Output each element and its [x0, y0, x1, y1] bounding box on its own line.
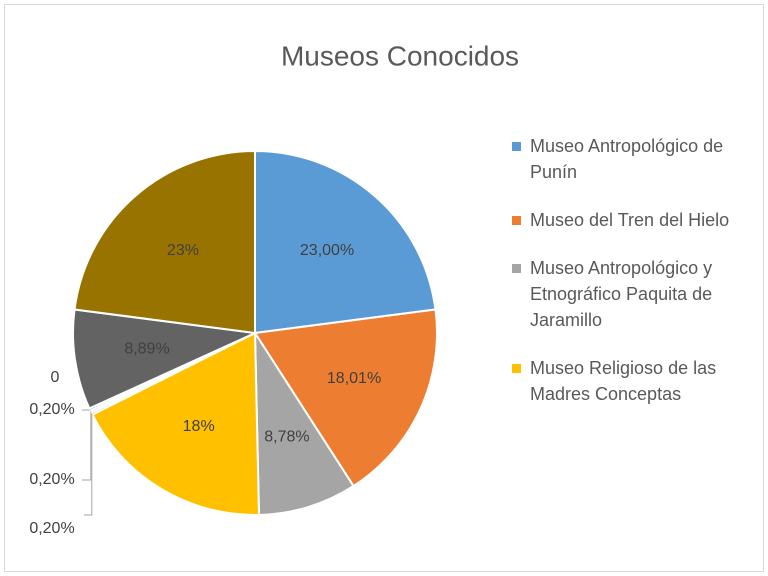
pie-slice: [253, 308, 438, 488]
legend-label: Museo Antropológico de Punín: [530, 136, 724, 182]
legend-label: Museo Antropológico y Etnográfico Paquit…: [530, 258, 713, 330]
legend-swatch: [512, 216, 521, 225]
legend-swatch: [512, 142, 521, 151]
data-label: 0,20%: [29, 520, 74, 537]
pie-slice: [72, 308, 259, 410]
legend-label: Museo Religioso de las Madres Conceptas: [530, 358, 717, 404]
data-label: 23%: [167, 242, 199, 259]
data-label: 0,20%: [29, 471, 74, 488]
leader-line: [82, 411, 92, 481]
legend: Museo Antropológico de Punín Museo del Tr…: [512, 133, 747, 429]
data-label: 0,20%: [29, 401, 74, 418]
legend-item: Museo Antropológico de Punín: [512, 133, 747, 185]
pie-slice: [254, 149, 437, 335]
legend-swatch: [512, 364, 521, 373]
data-label: 23,00%: [300, 242, 354, 259]
legend-item: Museo Antropológico y Etnográfico Paquit…: [512, 255, 747, 333]
data-label: 8,89%: [124, 340, 169, 357]
legend-item: Museo del Tren del Hielo: [512, 207, 747, 233]
leader-line: [82, 409, 91, 411]
leader-line: [84, 413, 93, 516]
legend-swatch: [512, 264, 521, 273]
data-label: 18%: [183, 418, 215, 435]
data-label: 0: [51, 369, 60, 386]
pie-slice: [253, 329, 355, 516]
legend-item: Museo Religioso de las Madres Conceptas: [512, 355, 747, 407]
data-label: 18,01%: [327, 370, 381, 387]
pie-slice: [90, 331, 261, 516]
pie-slice: [73, 149, 256, 335]
chart-title: Museos Conocidos: [281, 40, 519, 71]
legend-label: Museo del Tren del Hielo: [530, 210, 730, 230]
data-label: 8,78%: [264, 429, 309, 446]
